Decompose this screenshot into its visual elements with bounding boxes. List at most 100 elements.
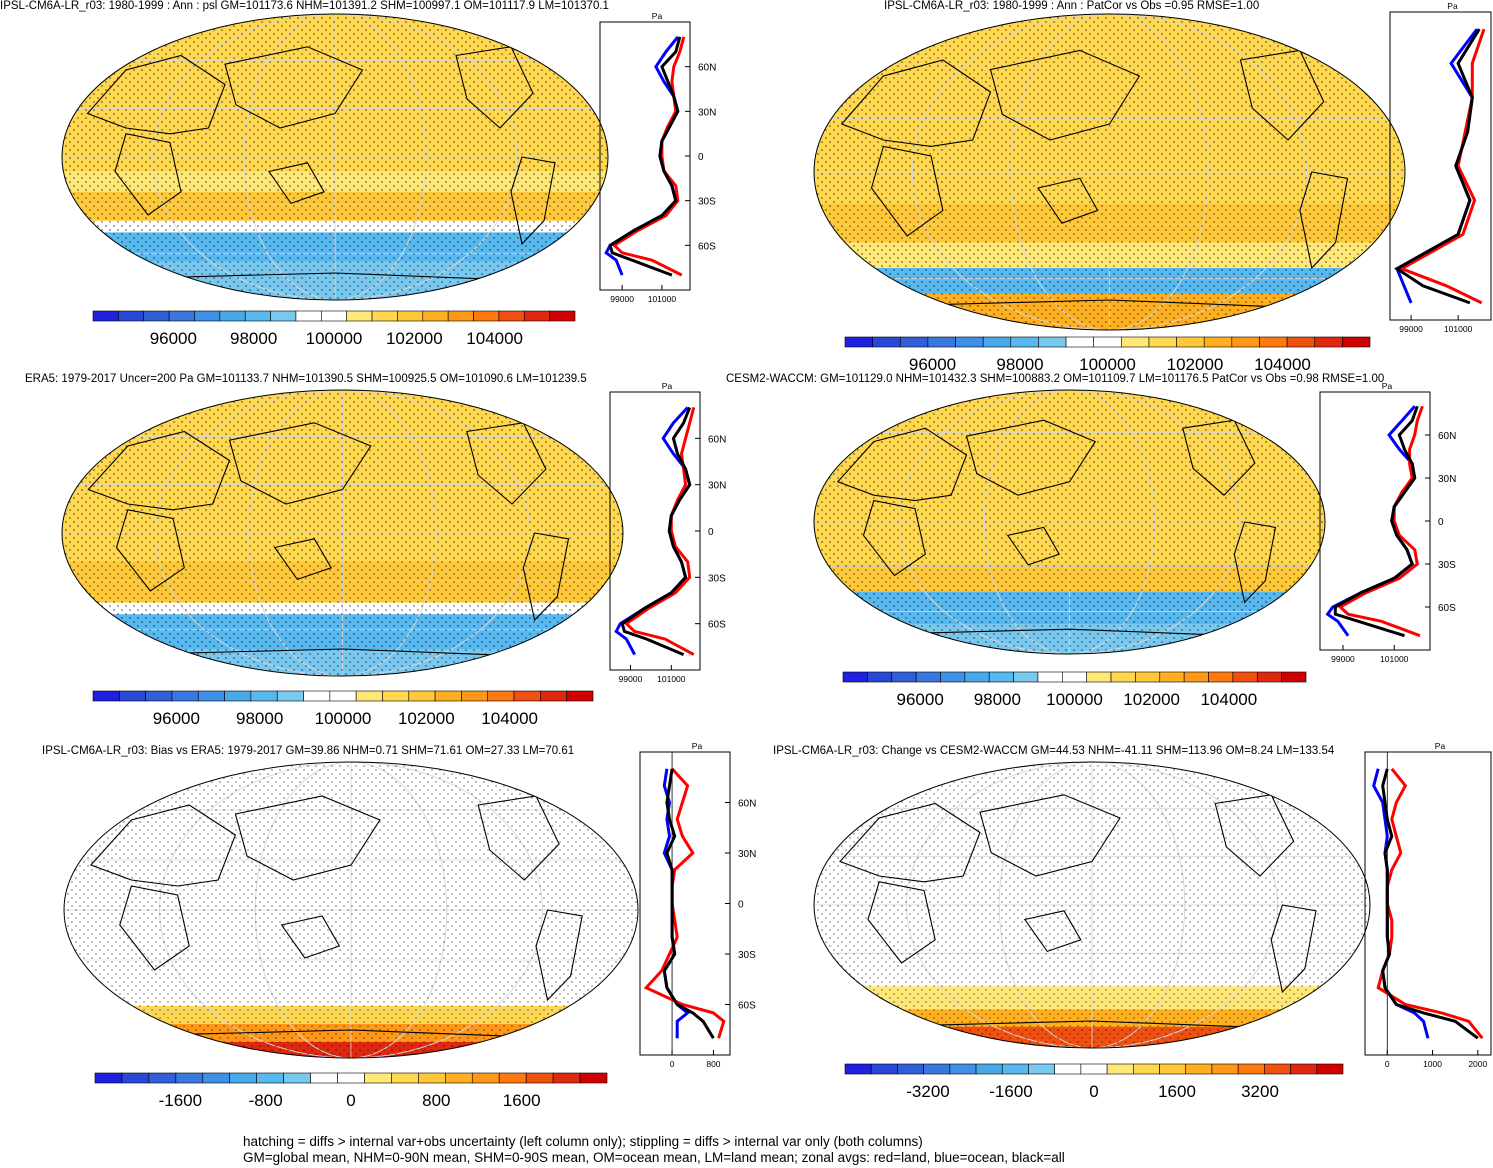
colorbar-swatch xyxy=(295,310,322,322)
colorbar-swatch xyxy=(1086,671,1112,683)
colorbar-tick-label: -1600 xyxy=(158,1091,203,1110)
panel-1-map xyxy=(61,13,609,301)
colorbar-swatch xyxy=(256,1072,284,1084)
zonal-units: Pa xyxy=(1447,1,1458,11)
colorbar-swatch xyxy=(270,310,297,322)
panel-4-title: CESM2-WACCM: GM=101129.0 NHM=101432.3 SH… xyxy=(726,373,1385,385)
colorbar-tick-label: 100000 xyxy=(305,329,363,348)
colorbar-tick-label: 98000 xyxy=(236,709,284,728)
colorbar-swatch xyxy=(940,671,966,683)
colorbar-swatch xyxy=(897,1063,924,1075)
colorbar-swatch xyxy=(1211,1063,1239,1075)
continent-outline xyxy=(455,46,534,129)
colorbar-swatch xyxy=(1133,1063,1160,1075)
colorbar-swatch xyxy=(119,690,146,702)
colorbar-swatch xyxy=(1342,336,1371,348)
panel-6-map xyxy=(813,761,1371,1049)
zonal-line-land xyxy=(624,407,696,656)
colorbar-swatch xyxy=(418,1072,446,1084)
colorbar-swatch xyxy=(355,690,383,702)
zonal-xtick: 1000 xyxy=(1423,1059,1442,1069)
zonal-line-all xyxy=(620,406,692,656)
colorbar-swatch xyxy=(1176,336,1205,348)
colorbar-swatch xyxy=(244,310,271,322)
continent-outline xyxy=(466,422,547,505)
colorbar-swatch xyxy=(1159,671,1185,683)
colorbar-swatch xyxy=(1256,671,1282,683)
panel-5-colorbar xyxy=(94,1072,608,1084)
colorbar-swatch xyxy=(1208,671,1234,683)
panel-1-colorbar xyxy=(92,310,576,322)
colorbar-swatch xyxy=(1080,1063,1108,1075)
footer-notes: hatching = diffs > internal var+obs unce… xyxy=(243,1134,1065,1166)
colorbar-swatch xyxy=(1148,336,1177,348)
continent-outline xyxy=(870,145,944,237)
colorbar-swatch xyxy=(382,690,410,702)
zonal-xtick: 2000 xyxy=(1468,1059,1487,1069)
colorbar-swatch xyxy=(1159,1063,1187,1075)
zonal-ytick: 60S xyxy=(738,1001,756,1012)
colorbar-swatch xyxy=(197,690,225,702)
zonal-ytick: 30S xyxy=(738,950,756,961)
zonal-line-land xyxy=(643,767,726,1039)
zonal-units: Pa xyxy=(1435,741,1446,751)
colorbar-swatch xyxy=(1037,671,1063,683)
zonal-xtick: 99000 xyxy=(619,674,643,684)
colorbar-swatch xyxy=(1259,336,1288,348)
zonal-ytick: 60S xyxy=(708,620,726,631)
zonal-xtick: 99000 xyxy=(1331,654,1355,664)
colorbar-swatch xyxy=(1013,671,1039,683)
colorbar-swatch xyxy=(867,671,893,683)
colorbar-swatch xyxy=(471,1072,500,1084)
zonal-units: Pa xyxy=(692,741,703,751)
colorbar-swatch xyxy=(964,671,990,683)
colorbar-swatch xyxy=(1093,336,1122,348)
colorbar-tick-label: 98000 xyxy=(230,329,278,348)
continent-outline xyxy=(86,54,226,135)
panel-2-colorbar xyxy=(844,336,1371,348)
zonal-xtick: 101000 xyxy=(1380,654,1409,664)
panel-4-zonal: Pa 60N 30N 0 30S 60S 99000 101000 xyxy=(1319,381,1456,664)
colorbar-swatch xyxy=(371,310,398,322)
colorbar-swatch xyxy=(988,671,1014,683)
colorbar-tick-label: 800 xyxy=(422,1091,451,1110)
colorbar-swatch xyxy=(276,690,304,702)
colorbar-tick-label: 104000 xyxy=(1200,690,1258,709)
colorbar-swatch xyxy=(461,690,489,702)
colorbar-swatch xyxy=(844,1063,872,1075)
colorbar-tick-label: 96000 xyxy=(152,709,200,728)
zonal-line-all xyxy=(1333,405,1419,638)
colorbar-swatch xyxy=(949,1063,977,1075)
colorbar-swatch xyxy=(171,690,199,702)
colorbar-swatch xyxy=(391,1072,419,1084)
zonal-ytick: 30S xyxy=(698,197,716,208)
zonal-units: Pa xyxy=(652,11,663,21)
colorbar-swatch xyxy=(549,310,576,322)
continent-outline xyxy=(535,909,583,1002)
colorbar-swatch xyxy=(870,1063,898,1075)
zonal-line-all xyxy=(662,768,715,1039)
colorbar-swatch xyxy=(121,1072,150,1084)
panel-2-map xyxy=(813,13,1406,331)
colorbar-swatch xyxy=(513,690,541,702)
panel-3-zonal: Pa 60N 30N 0 30S 60S 99000 101000 xyxy=(609,381,726,684)
colorbar-swatch xyxy=(915,671,941,683)
colorbar-tick-label: -800 xyxy=(248,1091,283,1110)
zonal-ytick: 30S xyxy=(708,573,726,584)
footer-line-1: hatching = diffs > internal var+obs unce… xyxy=(243,1134,923,1149)
colorbar-swatch xyxy=(447,310,474,322)
continent-outline xyxy=(989,49,1141,141)
colorbar-swatch xyxy=(92,690,120,702)
continent-outline xyxy=(1006,526,1061,566)
colorbar-swatch xyxy=(842,671,868,683)
colorbar-tick-label: 102000 xyxy=(1123,690,1181,709)
zonal-line-all xyxy=(1381,768,1479,1040)
colorbar-swatch xyxy=(872,336,901,348)
continent-outline xyxy=(836,427,968,502)
colorbar-swatch xyxy=(229,1072,257,1084)
panel-4-colorbar xyxy=(842,671,1307,683)
colorbar-swatch xyxy=(92,310,119,322)
colorbar-swatch xyxy=(1028,1063,1055,1075)
colorbar-swatch xyxy=(498,1072,527,1084)
colorbar-swatch xyxy=(523,310,550,322)
